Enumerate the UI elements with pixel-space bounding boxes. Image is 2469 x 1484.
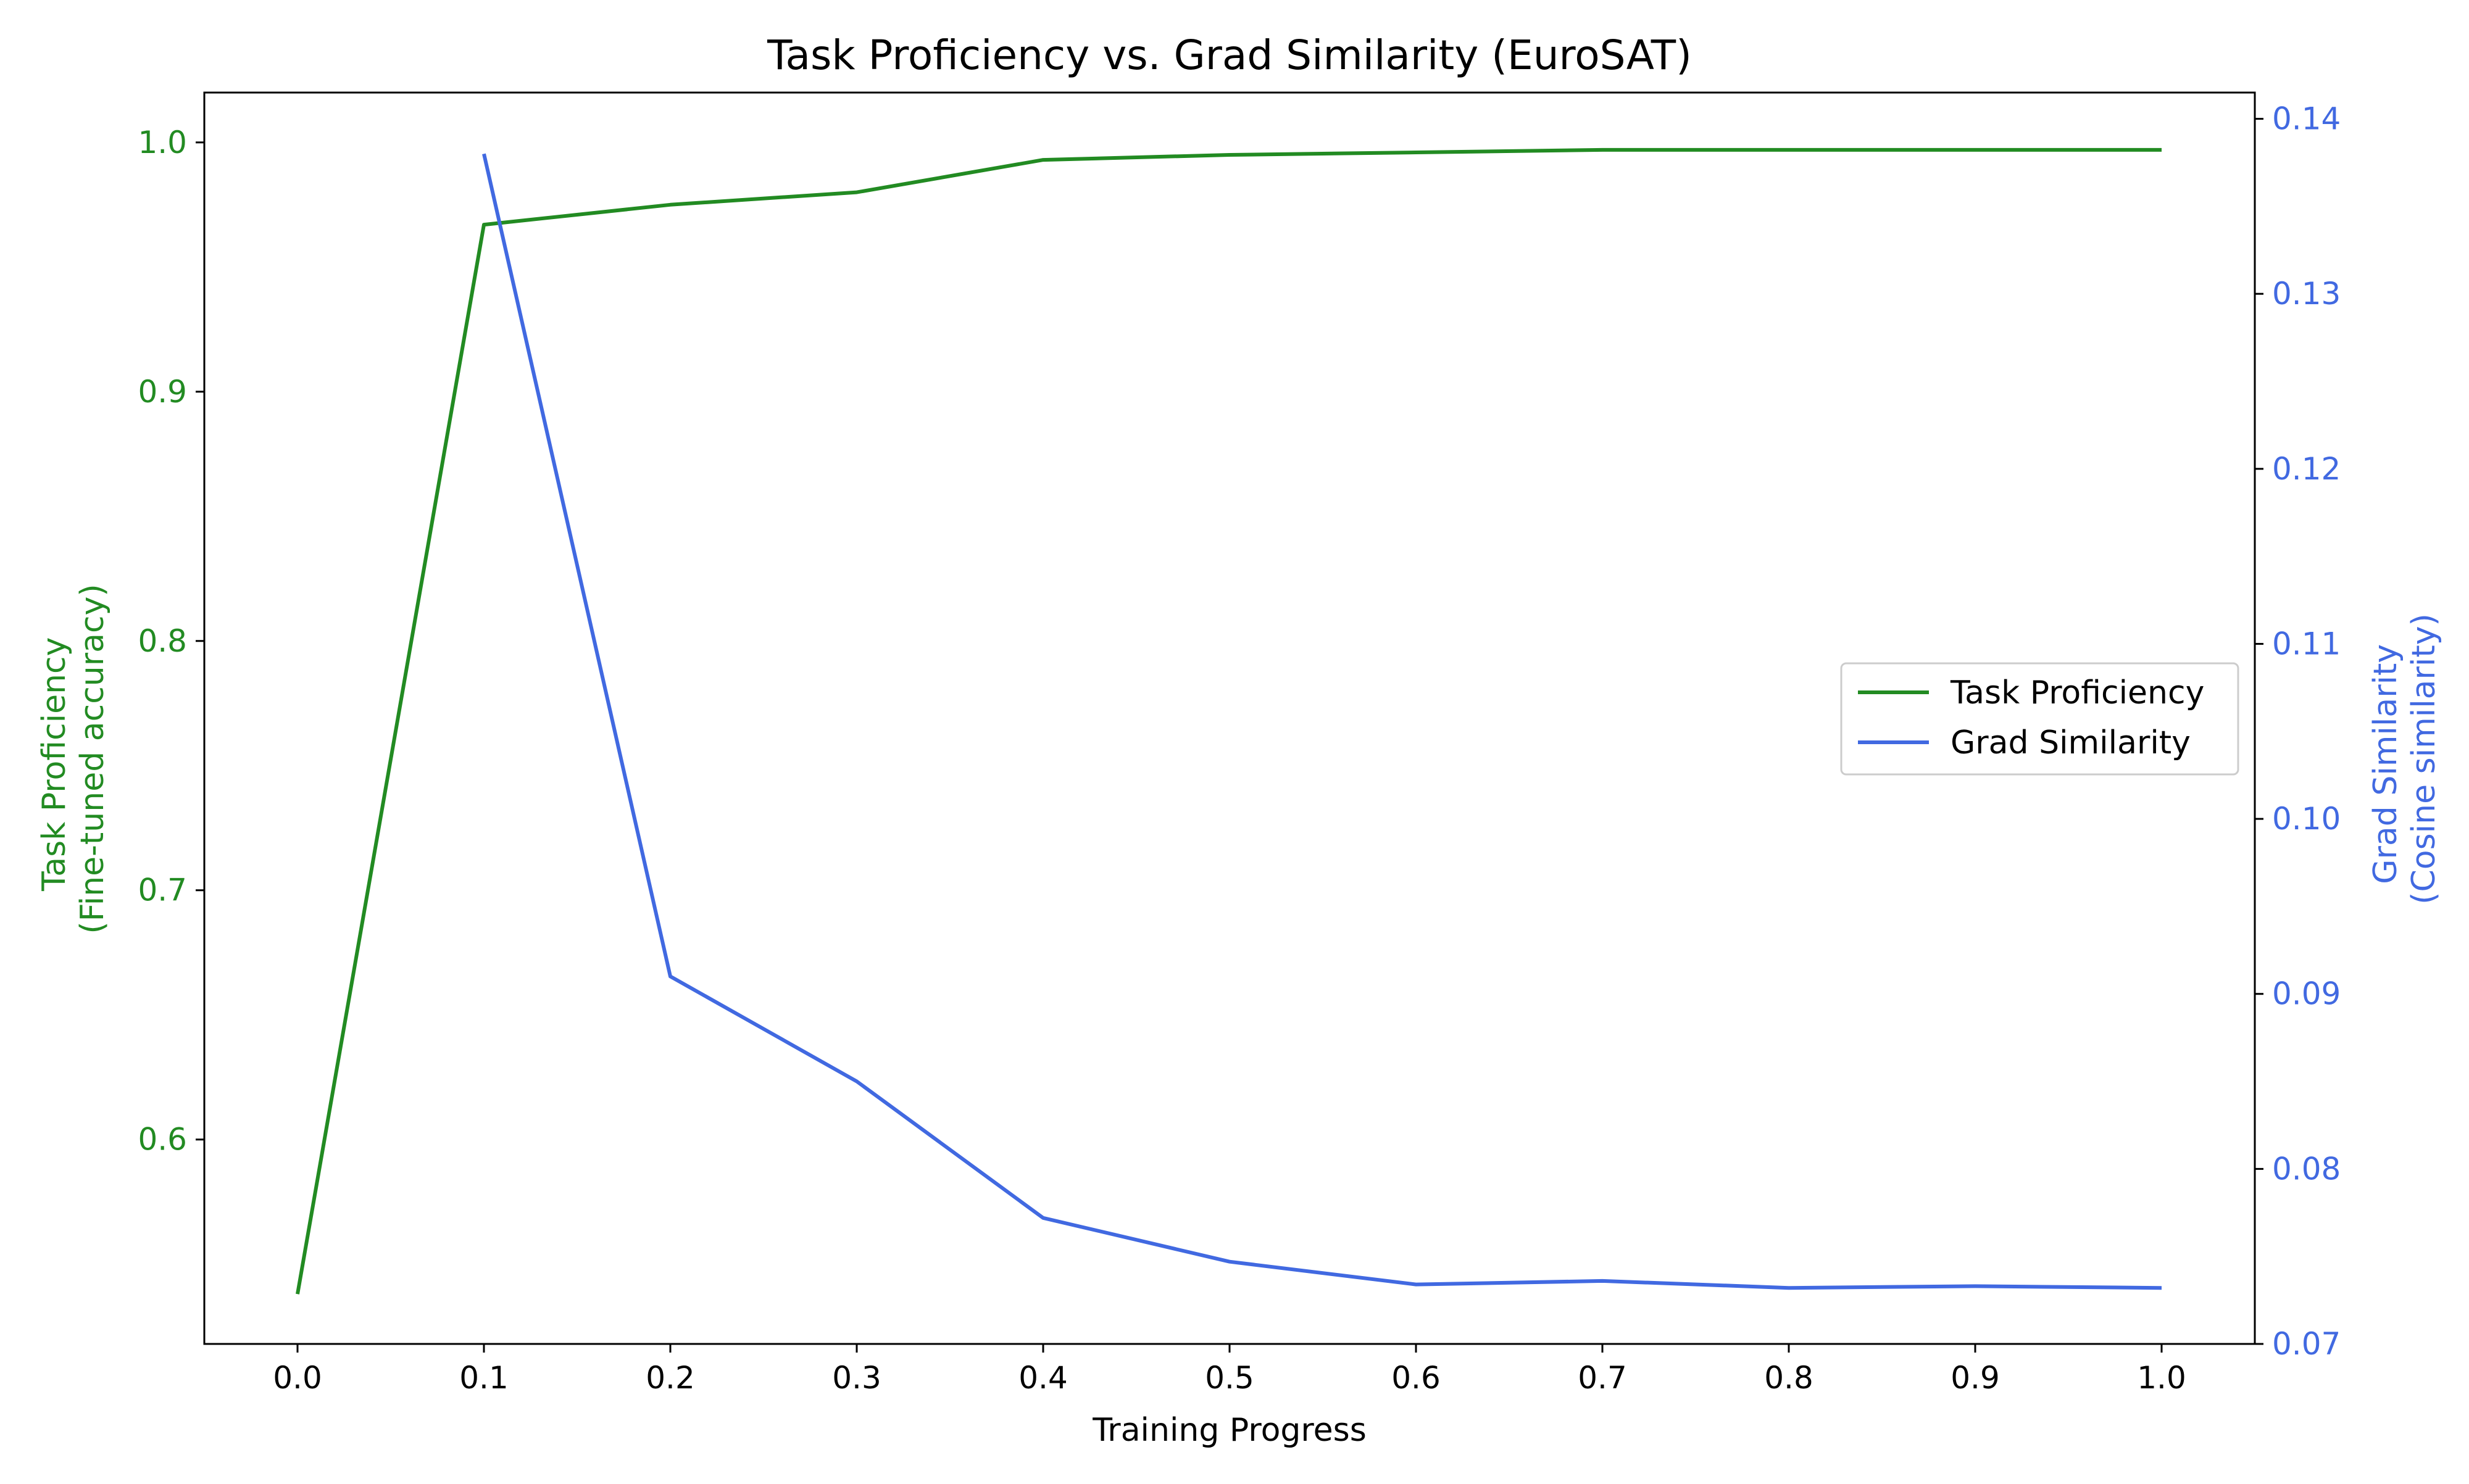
y-axis-right-label-line-2: (Cosine similarity) bbox=[2405, 613, 2442, 905]
series-line-task-proficiency bbox=[296, 147, 2162, 1295]
x-axis: 0.0 0.1 0.2 0.3 0.4 0.5 0.6 0.7 0.8 0.9 1.0 bbox=[273, 1344, 2186, 1396]
legend: Task Proficiency Grad Similarity bbox=[1840, 662, 2239, 776]
y-right-tick-label: 0.10 bbox=[2272, 801, 2341, 837]
x-tick-label: 0.1 bbox=[459, 1360, 509, 1396]
y-axis-right-label-line-1: Grad Similarity bbox=[2367, 644, 2404, 884]
y-right-tick-label: 0.13 bbox=[2272, 276, 2341, 312]
x-tick-label: 0.5 bbox=[1205, 1360, 1254, 1396]
chart-title: Task Proficiency vs. Grad Similarity (Eu… bbox=[767, 31, 1692, 79]
series-line-grad-similarity bbox=[482, 153, 2162, 1290]
y-axis-left: 0.6 0.7 0.8 0.9 1.0 bbox=[138, 125, 204, 1158]
y-right-tick-label: 0.08 bbox=[2272, 1151, 2341, 1187]
x-tick-label: 0.9 bbox=[1951, 1360, 2000, 1396]
y-left-tick-label: 0.6 bbox=[138, 1122, 187, 1158]
y-axis-right: 0.07 0.08 0.09 0.10 0.11 0.12 0.13 0.14 bbox=[2255, 101, 2341, 1362]
x-axis-label: Training Progress bbox=[1092, 1412, 1367, 1449]
y-axis-left-label-line-2: (Fine-tuned accuracy) bbox=[74, 584, 111, 934]
x-tick-label: 0.0 bbox=[273, 1360, 322, 1396]
x-tick-label: 0.3 bbox=[832, 1360, 881, 1396]
x-tick-label: 0.2 bbox=[646, 1360, 695, 1396]
y-left-tick-label: 0.8 bbox=[138, 623, 187, 659]
y-right-tick-label: 0.12 bbox=[2272, 451, 2341, 487]
y-axis-left-label: Task Proficiency (Fine-tuned accuracy) bbox=[36, 584, 111, 934]
y-right-tick-label: 0.11 bbox=[2272, 626, 2341, 661]
y-right-tick-label: 0.09 bbox=[2272, 976, 2341, 1012]
y-right-tick-label: 0.07 bbox=[2272, 1326, 2341, 1362]
legend-label-task-proficiency: Task Proficiency bbox=[1950, 674, 2204, 711]
y-axis-left-label-line-1: Task Proficiency bbox=[36, 637, 73, 892]
y-axis-right-label: Grad Similarity (Cosine similarity) bbox=[2367, 613, 2442, 905]
legend-box bbox=[1840, 662, 2239, 776]
legend-label-grad-similarity: Grad Similarity bbox=[1951, 724, 2191, 761]
x-tick-label: 0.6 bbox=[1391, 1360, 1441, 1396]
y-right-tick-label: 0.14 bbox=[2272, 101, 2341, 137]
x-tick-label: 1.0 bbox=[2137, 1360, 2186, 1396]
x-tick-label: 0.8 bbox=[1764, 1360, 1813, 1396]
y-left-tick-label: 0.9 bbox=[138, 374, 187, 410]
series-layer bbox=[296, 147, 2162, 1295]
y-left-tick-label: 1.0 bbox=[138, 125, 187, 160]
x-tick-label: 0.4 bbox=[1018, 1360, 1068, 1396]
x-tick-label: 0.7 bbox=[1578, 1360, 1627, 1396]
y-left-tick-label: 0.7 bbox=[138, 873, 187, 908]
